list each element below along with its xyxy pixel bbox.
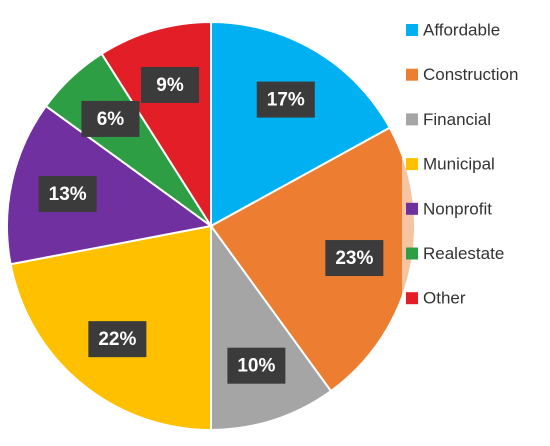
legend-label: Financial [423,110,491,129]
data-label: 17% [267,90,305,111]
data-label-box [227,347,286,384]
legend-swatch [406,292,418,305]
legend-background [402,12,550,320]
pie-slice [6,104,214,266]
legend-swatch [406,24,418,36]
legend-label: Municipal [423,155,495,174]
data-label-box [141,66,200,103]
legend-swatch [406,247,418,260]
legend-swatch [406,113,418,126]
legend-label: Realestate [423,244,504,263]
legend-swatch [406,68,418,81]
data-label: 10% [237,356,275,377]
data-label-box [88,321,147,358]
legend-label: Affordable [423,20,500,39]
data-label-box [325,240,384,277]
data-label-box [81,100,140,137]
data-label: 22% [98,329,136,350]
data-label: 6% [97,109,125,130]
data-label-box [256,81,315,118]
pie-slice [210,20,392,228]
data-label: 23% [335,248,373,269]
data-label: 9% [156,75,184,96]
legend-label: Other [423,289,466,308]
legend-swatch [406,202,418,215]
legend-swatch [406,158,418,171]
data-label-box [38,175,97,212]
legend-label: Nonprofit [423,199,492,218]
legend-label: Construction [423,65,518,84]
data-label: 13% [49,184,87,205]
